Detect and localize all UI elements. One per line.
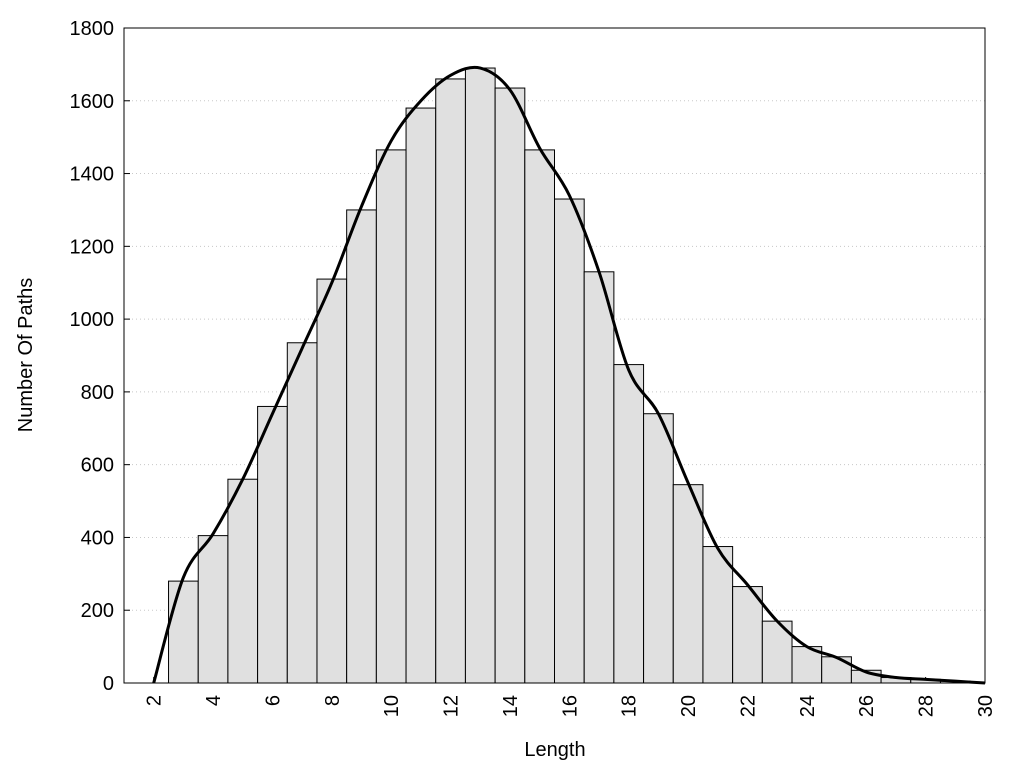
x-tick-label: 18: [619, 695, 641, 717]
bar: [702, 546, 734, 684]
bar: [494, 87, 526, 684]
x-tick-label: 26: [856, 695, 878, 717]
y-tick-label: 600: [81, 455, 114, 477]
y-tick-label: 1800: [70, 18, 115, 40]
bar: [613, 364, 645, 684]
bar: [405, 107, 437, 684]
x-tick-label: 14: [500, 695, 522, 717]
x-tick-label: 30: [975, 695, 997, 717]
bar: [672, 484, 704, 684]
x-tick-label: 12: [441, 695, 463, 717]
bar: [464, 67, 496, 684]
bar: [316, 278, 348, 684]
x-tick-label: 20: [678, 695, 700, 717]
y-tick-label: 1400: [70, 164, 115, 186]
y-tick-label: 200: [81, 600, 114, 622]
y-tick-label: 1600: [70, 91, 115, 113]
y-tick-label: 1000: [70, 309, 115, 331]
bar: [257, 405, 288, 684]
bar: [554, 198, 585, 684]
density-curve: [152, 65, 986, 685]
bar: [732, 586, 763, 684]
bar: [375, 149, 407, 684]
x-tick-label: 24: [797, 695, 819, 717]
x-tick-label: 10: [381, 695, 403, 717]
y-tick-label: 1200: [70, 236, 115, 258]
x-tick-label: 4: [203, 695, 225, 706]
bar: [435, 78, 466, 684]
bar: [197, 535, 229, 684]
x-tick-label: 28: [916, 695, 938, 717]
bar: [821, 656, 852, 684]
x-tick-label: 16: [559, 695, 581, 717]
bar: [643, 413, 674, 684]
y-tick-label: 800: [81, 382, 114, 404]
x-tick-label: 6: [262, 695, 284, 706]
bar: [227, 478, 259, 684]
x-axis-label: Length: [524, 739, 585, 761]
y-tick-label: 0: [103, 673, 114, 695]
y-axis-label: Number Of Paths: [15, 278, 37, 433]
bar: [346, 209, 377, 684]
bar: [524, 149, 556, 684]
x-tick-label: 22: [737, 695, 759, 717]
bar: [286, 342, 318, 684]
bar: [583, 271, 615, 684]
bar: [168, 580, 199, 684]
x-tick-label: 8: [322, 695, 344, 706]
plot-frame: [123, 27, 986, 684]
x-tick-label: 2: [144, 695, 166, 706]
y-tick-label: 400: [81, 527, 114, 549]
